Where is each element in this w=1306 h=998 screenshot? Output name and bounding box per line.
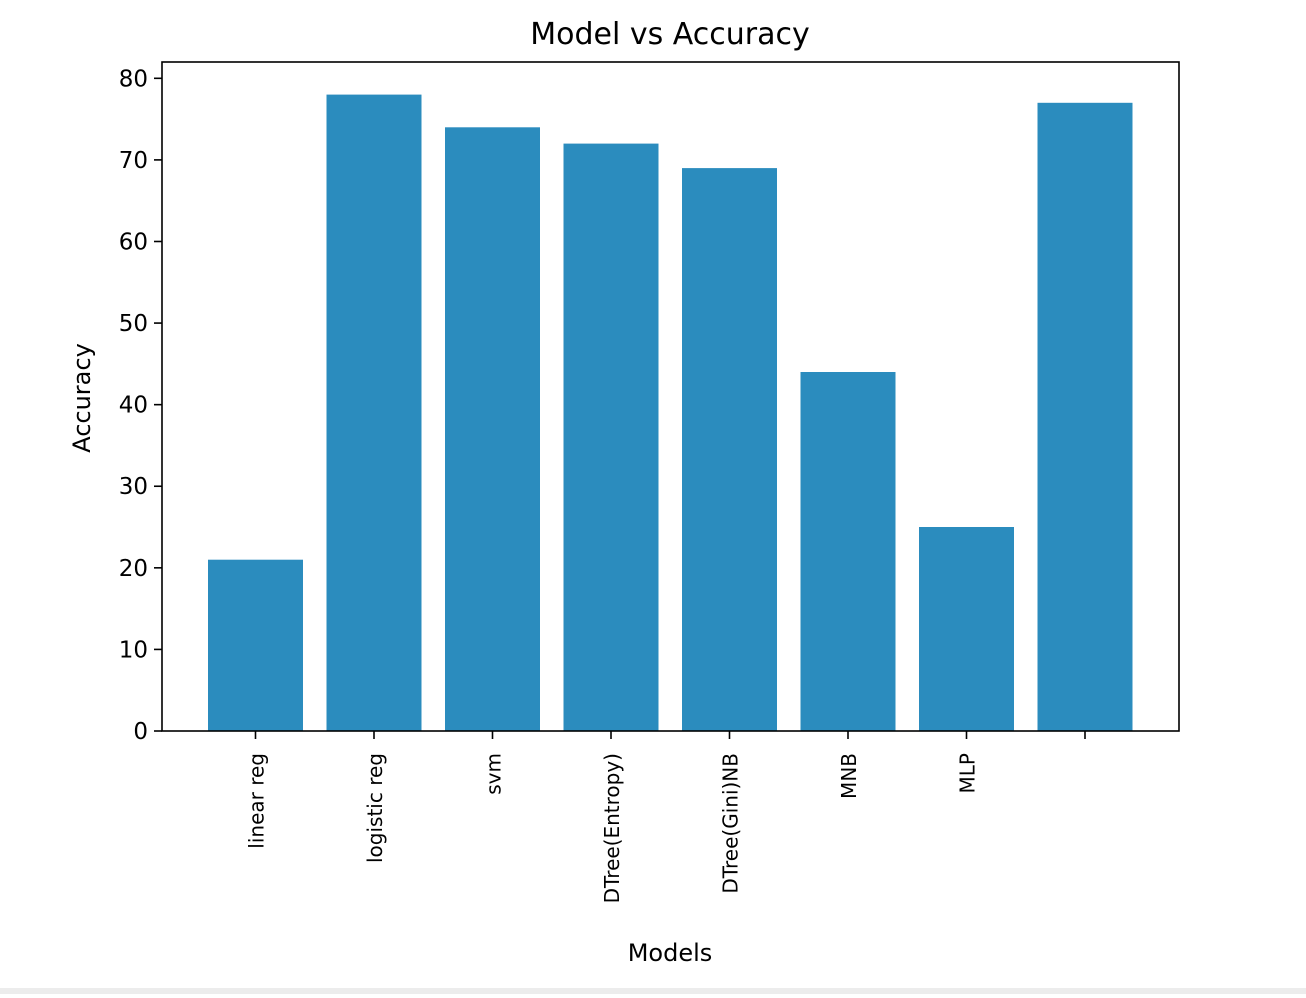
chart-title: Model vs Accuracy (530, 17, 810, 52)
x-tick-label-7: MLP (956, 753, 980, 793)
y-tick-label-40: 40 (119, 393, 148, 419)
y-tick-label-50: 50 (119, 311, 148, 337)
x-tick-label-5: DTree(Gini)NB (719, 753, 743, 894)
y-axis-label: Accuracy (68, 343, 96, 453)
x-tick-label-1: linear reg (245, 753, 269, 849)
bar-5 (682, 168, 777, 732)
x-tick-label-4: DTree(Entropy) (600, 753, 624, 903)
y-tick-label-70: 70 (119, 148, 148, 174)
bottom-strip (0, 988, 1306, 994)
bar-3 (445, 127, 540, 732)
bar-6 (800, 372, 896, 731)
y-tick-label-60: 60 (119, 229, 148, 255)
bar-8 (1037, 102, 1133, 732)
bar-1 (208, 559, 303, 731)
bar-2 (326, 94, 422, 732)
y-tick-label-30: 30 (119, 474, 148, 500)
y-axis: 0 10 20 30 40 50 60 70 80 (119, 66, 162, 745)
x-axis-label: Models (628, 939, 713, 967)
x-tick-label-3: svm (482, 753, 506, 795)
bars-layer (208, 94, 1133, 732)
y-tick-label-10: 10 (119, 637, 148, 663)
bar-4 (563, 143, 659, 732)
bar-7 (919, 527, 1014, 731)
x-tick-label-6: MNB (837, 753, 861, 799)
y-tick-label-20: 20 (119, 556, 148, 582)
x-axis: linear reg logistic reg svm DTree(Entropy) D… (245, 731, 1086, 903)
y-tick-label-0: 0 (133, 719, 148, 745)
x-tick-label-2: logistic reg (363, 753, 387, 863)
plot-frame (161, 61, 1180, 732)
y-tick-label-80: 80 (119, 66, 148, 92)
